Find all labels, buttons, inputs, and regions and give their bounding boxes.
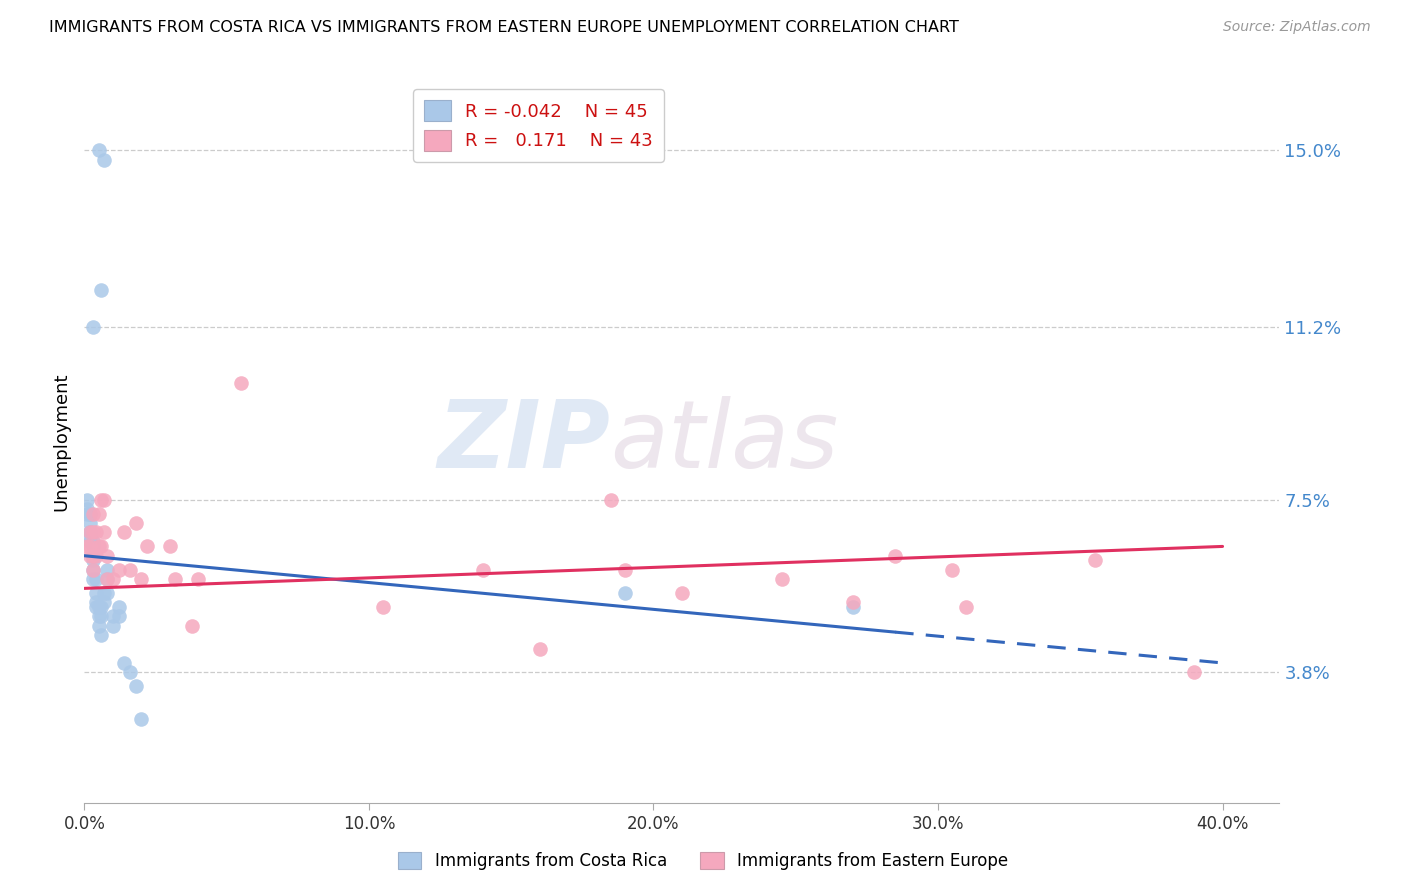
Point	[1083, 553, 1105, 567]
Point	[107, 563, 129, 577]
Point	[229, 376, 252, 391]
Text: Source: ZipAtlas.com: Source: ZipAtlas.com	[1223, 20, 1371, 34]
Point	[124, 516, 146, 530]
Point	[87, 600, 110, 615]
Point	[770, 572, 793, 586]
Point	[79, 525, 101, 540]
Text: IMMIGRANTS FROM COSTA RICA VS IMMIGRANTS FROM EASTERN EUROPE UNEMPLOYMENT CORREL: IMMIGRANTS FROM COSTA RICA VS IMMIGRANTS…	[49, 20, 959, 35]
Point	[118, 665, 141, 680]
Point	[599, 492, 621, 507]
Point	[136, 540, 159, 554]
Point	[82, 549, 104, 563]
Point	[112, 656, 135, 670]
Point	[90, 283, 112, 297]
Point	[79, 525, 101, 540]
Point	[96, 572, 118, 586]
Point	[93, 153, 115, 167]
Point	[101, 572, 124, 586]
Point	[124, 679, 146, 693]
Point	[82, 549, 104, 563]
Point	[129, 572, 152, 586]
Point	[90, 600, 112, 615]
Point	[181, 618, 204, 632]
Point	[118, 563, 141, 577]
Point	[101, 609, 124, 624]
Point	[96, 563, 118, 577]
Point	[941, 563, 963, 577]
Point	[107, 609, 129, 624]
Point	[96, 572, 118, 586]
Point	[1182, 665, 1205, 680]
Point	[93, 525, 115, 540]
Point	[79, 549, 101, 563]
Point	[82, 563, 104, 577]
Point	[93, 492, 115, 507]
Point	[129, 712, 152, 726]
Point	[529, 642, 551, 657]
Point	[87, 609, 110, 624]
Point	[84, 525, 107, 540]
Point	[90, 609, 112, 624]
Point	[96, 549, 118, 563]
Point	[79, 534, 101, 549]
Point	[87, 540, 110, 554]
Point	[84, 600, 107, 615]
Point	[82, 534, 104, 549]
Point	[79, 540, 101, 554]
Point	[76, 502, 98, 516]
Point	[84, 586, 107, 600]
Point	[187, 572, 209, 586]
Point	[90, 628, 112, 642]
Point	[76, 492, 98, 507]
Legend: R = -0.042    N = 45, R =   0.171    N = 43: R = -0.042 N = 45, R = 0.171 N = 43	[413, 89, 664, 161]
Point	[76, 540, 98, 554]
Point	[76, 507, 98, 521]
Point	[614, 586, 637, 600]
Point	[82, 320, 104, 334]
Point	[373, 600, 395, 615]
Point	[82, 563, 104, 577]
Point	[101, 618, 124, 632]
Point	[82, 525, 104, 540]
Point	[82, 553, 104, 567]
Point	[90, 540, 112, 554]
Point	[841, 600, 863, 615]
Point	[671, 586, 693, 600]
Point	[79, 507, 101, 521]
Point	[79, 507, 101, 521]
Point	[93, 586, 115, 600]
Legend: Immigrants from Costa Rica, Immigrants from Eastern Europe: Immigrants from Costa Rica, Immigrants f…	[391, 845, 1015, 877]
Point	[84, 572, 107, 586]
Point	[614, 563, 637, 577]
Point	[107, 600, 129, 615]
Point	[884, 549, 907, 563]
Point	[159, 540, 181, 554]
Point	[84, 549, 107, 563]
Text: atlas: atlas	[610, 396, 838, 487]
Point	[471, 563, 494, 577]
Point	[87, 618, 110, 632]
Point	[82, 507, 104, 521]
Point	[96, 586, 118, 600]
Point	[955, 600, 977, 615]
Point	[87, 143, 110, 157]
Point	[82, 572, 104, 586]
Point	[87, 507, 110, 521]
Point	[165, 572, 187, 586]
Point	[79, 530, 101, 544]
Point	[90, 492, 112, 507]
Point	[79, 525, 101, 540]
Point	[112, 525, 135, 540]
Point	[84, 595, 107, 609]
Point	[841, 595, 863, 609]
Point	[79, 516, 101, 530]
Point	[93, 595, 115, 609]
Y-axis label: Unemployment: Unemployment	[52, 372, 70, 511]
Point	[82, 540, 104, 554]
Text: ZIP: ZIP	[437, 395, 610, 488]
